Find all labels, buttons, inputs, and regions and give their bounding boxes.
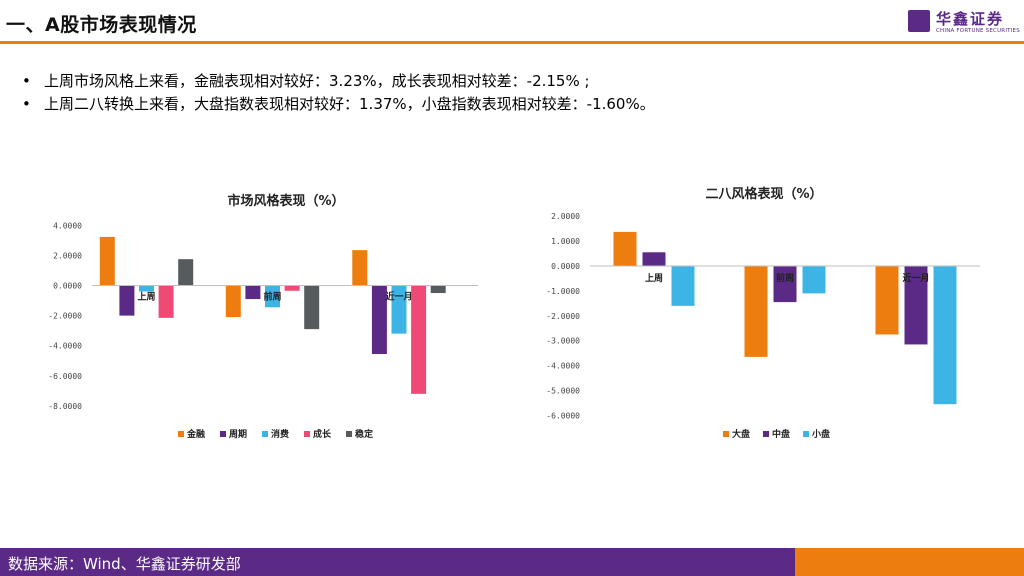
y-tick-label: -4.0000 — [546, 362, 580, 371]
y-tick-label: -3.0000 — [546, 337, 580, 346]
chart-title: 二八风格表现（%） — [705, 186, 822, 202]
bar-金融-近一月 — [352, 250, 368, 286]
y-tick-label: -8.0000 — [48, 402, 82, 411]
legend-label: 金融 — [186, 428, 205, 440]
y-tick-label: -2.0000 — [546, 312, 580, 321]
logo-subtitle: CHINA FORTUNE SECURITIES — [936, 28, 1020, 34]
slide-title: 一、A股市场表现情况 — [6, 14, 197, 36]
legend-label: 小盘 — [811, 428, 830, 440]
bar-中盘-上周 — [642, 252, 666, 266]
y-tick-label: 4.0000 — [53, 221, 82, 230]
logo-name: 华鑫证券 — [936, 10, 1005, 28]
legend-swatch-中盘 — [763, 431, 769, 437]
charts-canvas: 市场风格表现（%） 4.0000 2.0000 0.0000 -2.0000 -4.000… — [48, 186, 980, 440]
y-tick-label: 0.0000 — [551, 262, 580, 271]
y-tick-label: -2.0000 — [48, 312, 82, 321]
bar-小盘-上周 — [671, 266, 695, 306]
bar-稳定-上周 — [178, 259, 194, 286]
legend-swatch-消费 — [262, 431, 268, 437]
chart-title: 市场风格表现（%） — [227, 193, 344, 209]
bar-中盘-前周 — [773, 266, 797, 303]
bar-稳定-近一月 — [430, 285, 446, 294]
bar-稳定-前周 — [304, 285, 320, 330]
bar-消费-前周 — [265, 285, 280, 308]
bar-大盘-上周 — [613, 231, 637, 266]
legend-swatch-稳定 — [346, 431, 352, 437]
category-label: 上周 — [645, 272, 663, 284]
bar-消费-近一月 — [391, 285, 407, 334]
bar-成长-前周 — [284, 285, 300, 291]
bar-大盘-近一月 — [875, 266, 899, 335]
y-tick-label: 1.0000 — [551, 237, 580, 246]
bar-中盘-近一月 — [904, 266, 928, 345]
y-tick-label: -1.0000 — [546, 287, 580, 296]
bar-成长-上周 — [158, 285, 174, 318]
bullet-style-summary: 上周市场风格上来看，金融表现相对较好：3.23%，成长表现相对较差：-2.15%… — [22, 70, 655, 93]
y-tick-label: 2.0000 — [551, 212, 580, 221]
legend-swatch-成长 — [304, 431, 310, 437]
bar-金融-上周 — [99, 236, 115, 286]
y-tick-label: 2.0000 — [53, 251, 82, 260]
legend-swatch-小盘 — [803, 431, 809, 437]
legend-label: 周期 — [229, 428, 247, 440]
legend-label: 消费 — [271, 428, 289, 440]
legend-swatch-金融 — [178, 431, 184, 437]
y-tick-label: -5.0000 — [546, 387, 580, 396]
legend-label: 中盘 — [772, 428, 790, 440]
legend-label: 成长 — [313, 428, 332, 440]
category-label: 近一月 — [385, 291, 412, 303]
y-tick-label: 0.0000 — [53, 282, 82, 291]
category-label: 近一月 — [902, 272, 929, 284]
y-tick-label: -6.0000 — [546, 411, 580, 420]
bar-成长-近一月 — [411, 285, 427, 394]
category-label: 前周 — [776, 272, 794, 284]
bar-周期-前周 — [245, 285, 261, 300]
bar-金融-前周 — [225, 285, 241, 318]
footer-brand-band — [0, 548, 795, 576]
bar-小盘-前周 — [802, 266, 826, 294]
bar-小盘-近一月 — [933, 266, 957, 405]
y-tick-label: -6.0000 — [48, 372, 82, 381]
company-logo: 华鑫证券 CHINA FORTUNE SECURITIES — [908, 8, 1020, 38]
category-label: 上周 — [137, 291, 155, 303]
header-divider — [0, 41, 1024, 44]
slide-footer: 数据来源：Wind、华鑫证券研发部 — [0, 548, 1024, 576]
data-source: 数据来源：Wind、华鑫证券研发部 — [8, 555, 241, 573]
footer-accent-band — [795, 548, 1024, 576]
slide-header: 一、A股市场表现情况 华鑫证券 CHINA FORTUNE SECURITIES — [0, 0, 1024, 44]
logo-mark-icon — [908, 10, 930, 32]
legend-swatch-周期 — [220, 431, 226, 437]
legend-swatch-大盘 — [723, 431, 729, 437]
bar-大盘-前周 — [744, 266, 768, 357]
bar-周期-上周 — [119, 285, 135, 316]
y-tick-label: -4.0000 — [48, 342, 82, 351]
bar-周期-近一月 — [371, 285, 387, 354]
bar-消费-上周 — [139, 285, 154, 292]
category-label: 前周 — [263, 291, 281, 303]
legend-label: 大盘 — [732, 428, 750, 440]
summary-bullets: 上周市场风格上来看，金融表现相对较好：3.23%，成长表现相对较差：-2.15%… — [22, 70, 655, 116]
bullet-size-summary: 上周二八转换上来看，大盘指数表现相对较好：1.37%，小盘指数表现相对较差：-1… — [22, 93, 655, 116]
legend-label: 稳定 — [355, 428, 374, 440]
